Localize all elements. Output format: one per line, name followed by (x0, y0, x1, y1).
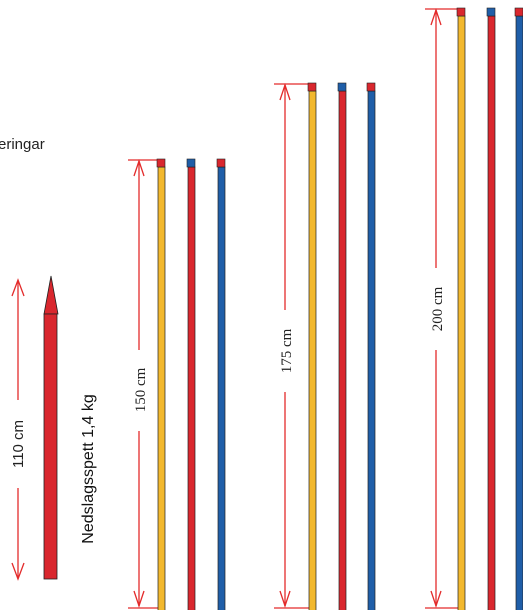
pole-group-200: 200 cm (425, 7, 523, 610)
pole-yellow-150 (156, 158, 166, 610)
pole-red-175 (337, 82, 347, 610)
pole-yellow-200 (456, 7, 466, 610)
pole-blue-200 (514, 7, 523, 610)
spett-group: 110 cm Nedslagsspett 1,4 kg (10, 275, 97, 581)
pole-red-150 (186, 158, 196, 610)
length-label-175: 175 cm (279, 328, 295, 373)
pole-blue-150 (216, 158, 226, 610)
pole-yellow-175 (307, 82, 317, 610)
dimension-arrow-200 (425, 7, 460, 609)
pole-blue-175 (366, 82, 376, 610)
header-text-fragment: eringar (0, 136, 45, 153)
length-label-150: 150 cm (133, 367, 149, 412)
pole-red-200 (486, 7, 496, 610)
length-label-200: 200 cm (430, 286, 446, 331)
dimension-arrow-175 (274, 82, 310, 609)
pole-group-150: 150 cm (128, 158, 226, 610)
spett-bar (43, 275, 59, 580)
spett-dimension-arrow (11, 278, 25, 581)
dimension-arrow-150 (128, 158, 162, 609)
pole-group-175: 175 cm (274, 82, 376, 610)
spett-caption: Nedslagsspett 1,4 kg (80, 394, 97, 543)
spett-length-label: 110 cm (10, 420, 27, 468)
